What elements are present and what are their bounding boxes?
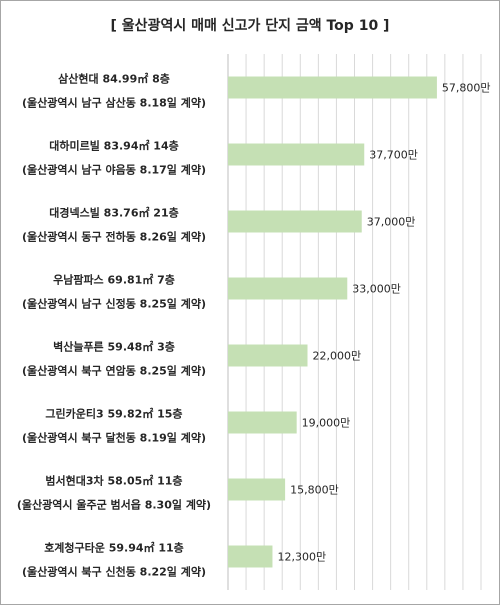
- category-label-detail: (울산광역시 동구 전하동 8.26일 계약): [22, 230, 206, 244]
- category-label-detail: (울산광역시 북구 신천동 8.22일 계약): [22, 565, 206, 579]
- data-label: 12,300만: [277, 551, 326, 564]
- bar: [228, 545, 273, 568]
- bar: [228, 76, 437, 99]
- data-label: 22,000만: [313, 350, 362, 363]
- data-label: 37,700만: [369, 149, 418, 162]
- category-label-detail: (울산광역시 울주군 범서읍 8.30일 계약): [17, 498, 211, 512]
- category-label-detail: (울산광역시 북구 달천동 8.19일 계약): [22, 431, 206, 445]
- category-label-name: 그린카운티3 59.82㎡ 15층: [45, 407, 182, 421]
- data-label: 33,000만: [352, 283, 401, 296]
- category-label-name: 삼산현대 84.99㎡ 8층: [58, 72, 170, 86]
- category-label-name: 대하미르빌 83.94㎡ 14층: [49, 139, 178, 153]
- bar: [228, 210, 362, 233]
- bar: [228, 478, 286, 501]
- category-label-name: 호계청구타운 59.94㎡ 11층: [44, 541, 184, 555]
- data-label: 37,000만: [367, 216, 416, 229]
- category-label-detail: (울산광역시 북구 연암동 8.25일 계약): [22, 364, 206, 378]
- category-label-detail: (울산광역시 남구 신정동 8.25일 계약): [22, 297, 206, 311]
- data-label: 57,800만: [442, 82, 491, 95]
- bar: [228, 411, 297, 434]
- category-label-name: 벽산늘푸른 59.48㎡ 3층: [53, 340, 175, 354]
- bar: [228, 344, 308, 367]
- chart-title: [ 울산광역시 매매 신고가 단지 금액 Top 10 ]: [110, 18, 390, 34]
- data-label: 15,800만: [290, 484, 339, 497]
- bar: [228, 277, 348, 300]
- category-label-detail: (울산광역시 남구 삼산동 8.18일 계약): [22, 96, 206, 110]
- category-label-name: 대경넥스빌 83.76㎡ 21층: [49, 206, 178, 220]
- category-label-name: 범서현대3차 58.05㎡ 11층: [45, 474, 182, 488]
- category-label-name: 우남팜파스 69.81㎡ 7층: [53, 273, 175, 287]
- bar: [228, 143, 365, 166]
- category-label-detail: (울산광역시 남구 야음동 8.17일 계약): [22, 163, 206, 177]
- data-label: 19,000만: [302, 417, 351, 430]
